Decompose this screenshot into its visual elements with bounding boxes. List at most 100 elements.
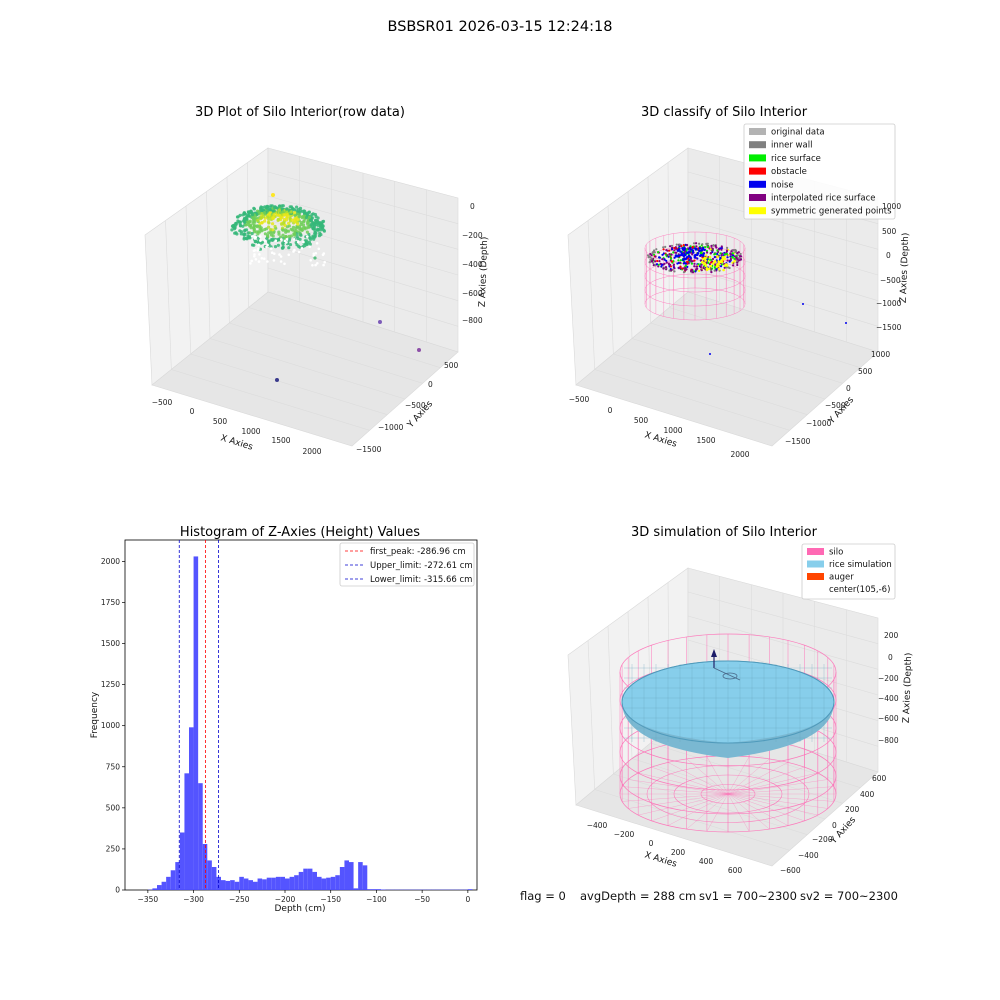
histogram-bar (198, 783, 203, 890)
raw-z-tick: 0 (470, 202, 475, 211)
histogram-bar (289, 876, 295, 890)
raw-gap-point (285, 238, 289, 241)
legend-first-peak-label: first_peak: -286.96 cm (370, 547, 466, 557)
raw-point (305, 226, 309, 230)
simulation-x-tick: 200 (671, 848, 686, 857)
raw-point (263, 227, 267, 232)
classify-y-tick: 500 (858, 367, 873, 376)
classified-point (728, 266, 731, 270)
raw-point (272, 213, 276, 217)
silo-floor-spoke (667, 762, 729, 795)
raw-gap-point (258, 235, 262, 238)
histogram-bar (184, 773, 189, 890)
raw-point (276, 217, 280, 221)
raw-point (281, 233, 285, 237)
classify-y-ticks: 1000 500 0 −500 −1000 −1500 (785, 350, 890, 446)
classify-z-tick: 1000 (882, 202, 901, 211)
classified-point (731, 255, 734, 259)
classified-point (712, 244, 715, 247)
classified-point (700, 259, 703, 262)
classified-point (679, 250, 682, 253)
classified-point (677, 259, 680, 262)
legend-swatch (749, 167, 766, 175)
raw-point (299, 221, 304, 225)
raw-point (260, 221, 264, 225)
classified-point (725, 263, 728, 266)
raw-gap-point (259, 239, 262, 242)
raw-z-tick: −200 (462, 231, 483, 240)
raw-outlier-point (275, 378, 279, 382)
raw-point (313, 212, 317, 217)
classify-legend: original data inner wall rice surface obsta… (743, 123, 896, 220)
classified-point (708, 255, 712, 259)
classify-z-axis-label: Z Axies (Depth) (899, 233, 911, 304)
simulation-y-tick: −600 (780, 866, 801, 875)
raw-gap-point (280, 238, 283, 241)
classified-point (650, 257, 653, 260)
classified-point (670, 253, 673, 256)
raw-x-tick: 1500 (271, 436, 290, 445)
classified-point (670, 260, 674, 263)
classify-3d-panel: 3D classify of Silo Interior original da… (567, 105, 911, 459)
classified-point (710, 271, 713, 274)
raw-point (280, 204, 284, 208)
classified-point (682, 244, 685, 247)
simulation-x-tick: −400 (587, 821, 608, 830)
histogram-bar (353, 888, 359, 890)
raw-point (244, 223, 248, 227)
legend-label: silo (829, 548, 843, 558)
classified-point (736, 254, 739, 257)
simulation-y-tick: 200 (845, 805, 860, 814)
classify-z-tick: 500 (882, 227, 897, 236)
classified-point (685, 255, 689, 259)
raw-point (305, 230, 309, 234)
raw-point (296, 222, 300, 226)
classified-point (681, 267, 684, 270)
classified-point (691, 268, 694, 271)
histogram-bar (202, 843, 208, 890)
raw-point (295, 225, 299, 229)
histogram-x-tick-label: −100 (366, 895, 387, 904)
pane-grid-line (594, 369, 790, 431)
histogram-bar (253, 881, 258, 890)
classify-y-tick: −500 (825, 401, 846, 410)
raw-point (238, 213, 242, 217)
classified-point (663, 258, 666, 261)
pane-grid-line (248, 307, 441, 368)
classified-point (738, 255, 742, 258)
classified-point (712, 262, 715, 265)
histogram-bar (216, 876, 221, 890)
classified-point (707, 267, 711, 271)
silo-floor-spoke (651, 793, 729, 822)
histogram-bar (189, 727, 194, 890)
raw-gap-point (312, 252, 316, 256)
classified-point (709, 248, 712, 251)
pane-grid-line (667, 162, 670, 308)
histogram-bar (243, 878, 249, 890)
raw-x-tick: 0 (190, 407, 195, 416)
raw-point (303, 209, 307, 213)
classified-point (654, 255, 657, 258)
raw-gap-point (265, 245, 268, 249)
classified-point (670, 244, 674, 247)
raw-point (289, 210, 293, 214)
raw-point (250, 213, 255, 217)
simulation-y-tick: 400 (860, 790, 875, 799)
raw-gap-point (283, 239, 287, 243)
silo-floor-spoke (727, 766, 805, 795)
pane-grid-line (587, 220, 595, 370)
classified-point (726, 246, 729, 249)
silo-floor-spoke (727, 772, 818, 795)
classified-point (652, 250, 655, 253)
legend-label: interpolated rice surface (771, 194, 876, 204)
raw-point (313, 230, 317, 235)
classified-point (695, 247, 698, 251)
classified-point (714, 263, 717, 266)
classified-point (726, 259, 729, 262)
raw-point (272, 216, 276, 220)
classified-point (665, 259, 668, 262)
raw-point (253, 224, 257, 228)
raw-z-ticks: 0 −200 −400 −600 −800 (462, 202, 483, 325)
classified-point (691, 271, 695, 274)
